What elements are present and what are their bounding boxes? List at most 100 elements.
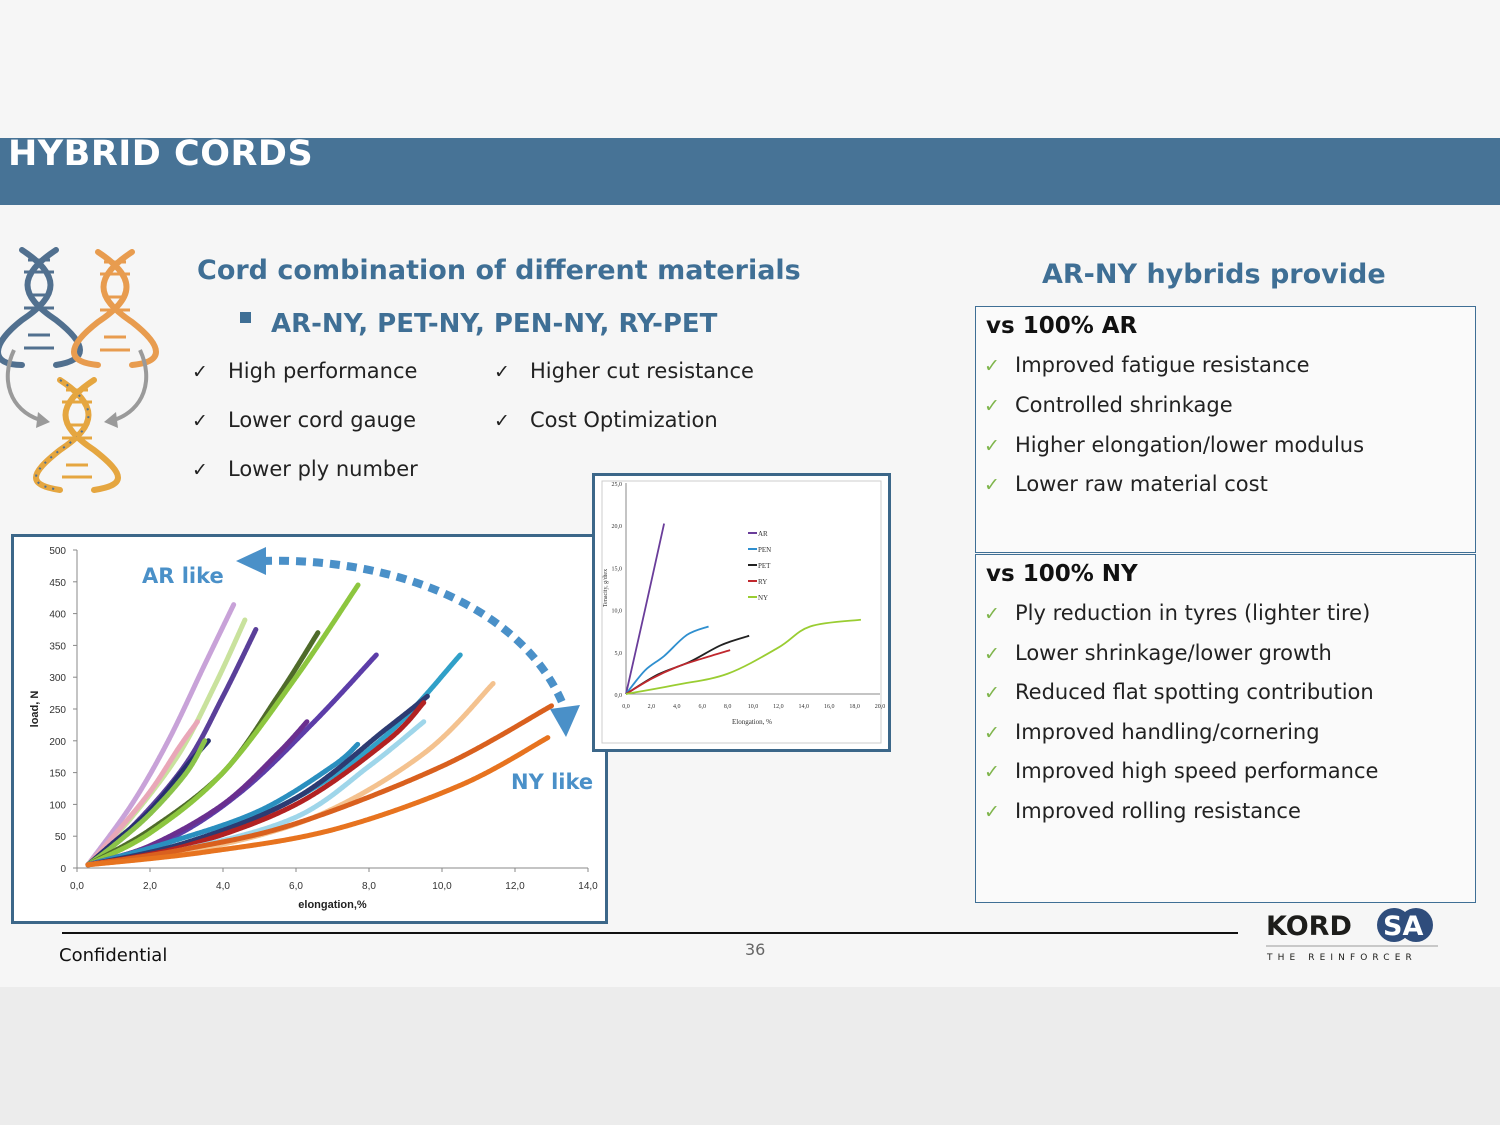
benefit-item: ✓ Controlled shrinkage [984, 391, 1233, 420]
x-tick-label: 18,0 [849, 704, 860, 710]
x-tick-label: 4,0 [673, 704, 681, 710]
tenacity-elongation-plot: 0,0 5,0 10,0 15,0 20,0 25,0 0,0 2,0 4,0 6,0 8,0 10,… [601, 480, 886, 744]
y-tick-label: 200 [49, 737, 66, 748]
plot-frame [601, 480, 882, 744]
x-tick-label: 20,0 [875, 704, 886, 710]
annotation-label: AR like [142, 564, 224, 588]
hybrid-types: AR-NY, PET-NY, PEN-NY, RY-PET [271, 309, 718, 339]
check-icon: ✓ [192, 361, 208, 383]
y-tick-label: 300 [49, 673, 66, 684]
x-tick-label: 2,0 [143, 881, 157, 892]
legend-label: PEN [758, 546, 771, 554]
vs-ar-box: vs 100% AR ✓ Improved fatigue resistance … [975, 306, 1476, 553]
slide-title: HYBRID CORDS [8, 134, 314, 174]
footer-divider [62, 932, 1238, 934]
series-line [85, 735, 551, 868]
check-icon: ✓ [494, 361, 510, 383]
series-line [85, 703, 554, 868]
y-axis-label: load, N [29, 691, 41, 728]
legend-label: AR [758, 530, 768, 538]
benefit-item: ✓ Ply reduction in tyres (lighter tire) [984, 599, 1370, 628]
benefit-item: ✓ Improved handling/cornering [984, 718, 1320, 747]
y-tick-label: 20,0 [612, 524, 623, 530]
y-tick-label: 150 [49, 769, 66, 780]
x-tick-label: 0,0 [622, 704, 630, 710]
load-elongation-chart: 0 50 100 150 200 250 300 350 400 450 500 0,0 2,0 4,0 6… [11, 534, 608, 924]
y-tick-label: 50 [55, 832, 67, 843]
curved-arrow-icon [261, 556, 568, 709]
check-icon: ✓ [984, 801, 1000, 823]
x-tick-label: 12,0 [773, 704, 784, 710]
x-tick-label: 0,0 [70, 881, 84, 892]
x-tick-label: 4,0 [216, 881, 230, 892]
logo-tagline: THE REINFORCER [1266, 953, 1417, 963]
curved-arrow-icon [5, 349, 149, 422]
y-tick-label: 25,0 [612, 482, 623, 488]
feature-item: ✓ High performance [192, 357, 417, 386]
square-bullet-icon [240, 312, 251, 323]
benefit-item: ✓ Lower raw material cost [984, 470, 1268, 499]
title-bar [0, 138, 1500, 205]
arrow-head-down [550, 705, 580, 737]
feature-item: ✓ Lower ply number [192, 455, 418, 484]
series-line [625, 634, 750, 695]
svg-text:KORD: KORD [1266, 911, 1352, 942]
kordsa-logo: KORD SA THE REINFORCER [1266, 908, 1438, 963]
page-number: 36 [745, 940, 766, 959]
check-icon: ✓ [984, 761, 1000, 783]
benefit-item: ✓ Improved high speed performance [984, 757, 1378, 786]
annotation-label: NY like [511, 770, 593, 794]
series-line [85, 601, 237, 868]
y-tick-label: 400 [49, 610, 66, 621]
benefits-heading: AR-NY hybrids provide [1042, 259, 1386, 290]
check-icon: ✓ [984, 435, 1000, 457]
x-tick-label: 10,0 [748, 704, 759, 710]
series-line [85, 738, 208, 868]
feature-item: ✓ Lower cord gauge [192, 406, 416, 435]
check-icon: ✓ [984, 682, 1000, 704]
series-line [625, 649, 731, 695]
x-axis-label: elongation,% [298, 899, 367, 911]
dna-double-helix-icon [0, 247, 159, 493]
check-icon: ✓ [494, 410, 510, 432]
x-axis-label: Elongation, % [732, 718, 772, 726]
x-tick-label: 8,0 [724, 704, 732, 710]
x-tick-label: 12,0 [505, 881, 525, 892]
x-tick-label: 10,0 [432, 881, 452, 892]
y-tick-label: 500 [49, 546, 66, 557]
arrow-head-left [236, 547, 266, 575]
legend-label: RY [758, 578, 767, 586]
y-tick-label: 0,0 [615, 693, 623, 699]
legend-label: NY [758, 594, 768, 602]
series-line [85, 582, 361, 868]
check-icon: ✓ [984, 643, 1000, 665]
slide: HYBRID CORDS [0, 134, 1500, 966]
y-tick-label: 100 [49, 800, 66, 811]
check-icon: ✓ [984, 722, 1000, 744]
series-line [625, 625, 709, 695]
vs-ny-box: vs 100% NY ✓ Ply reduction in tyres (ligh… [975, 554, 1476, 903]
y-tick-label: 450 [49, 578, 66, 589]
x-tick-label: 16,0 [824, 704, 835, 710]
check-icon: ✓ [984, 603, 1000, 625]
confidential-label: Confidential [59, 945, 168, 966]
x-tick-label: 14,0 [799, 704, 810, 710]
x-tick-label: 2,0 [648, 704, 656, 710]
y-axis-label: Tenacity, g/dtex [603, 569, 609, 607]
x-tick-label: 6,0 [289, 881, 303, 892]
box-title: vs 100% AR [986, 313, 1138, 339]
check-icon: ✓ [984, 474, 1000, 496]
series-line [85, 719, 200, 868]
series-line [625, 618, 862, 695]
check-icon: ✓ [984, 355, 1000, 377]
load-elongation-plot: 0 50 100 150 200 250 300 350 400 450 500 0,0 2,0 4,0 6… [29, 546, 598, 911]
check-icon: ✓ [192, 459, 208, 481]
legend-label: PET [758, 562, 771, 570]
benefit-item: ✓ Higher elongation/lower modulus [984, 431, 1364, 460]
series-line [85, 741, 361, 868]
x-tick-label: 8,0 [362, 881, 376, 892]
section-heading: Cord combination of different materials [197, 255, 801, 286]
check-icon: ✓ [984, 395, 1000, 417]
y-tick-label: 5,0 [615, 651, 623, 657]
x-tick-label: 6,0 [698, 704, 706, 710]
